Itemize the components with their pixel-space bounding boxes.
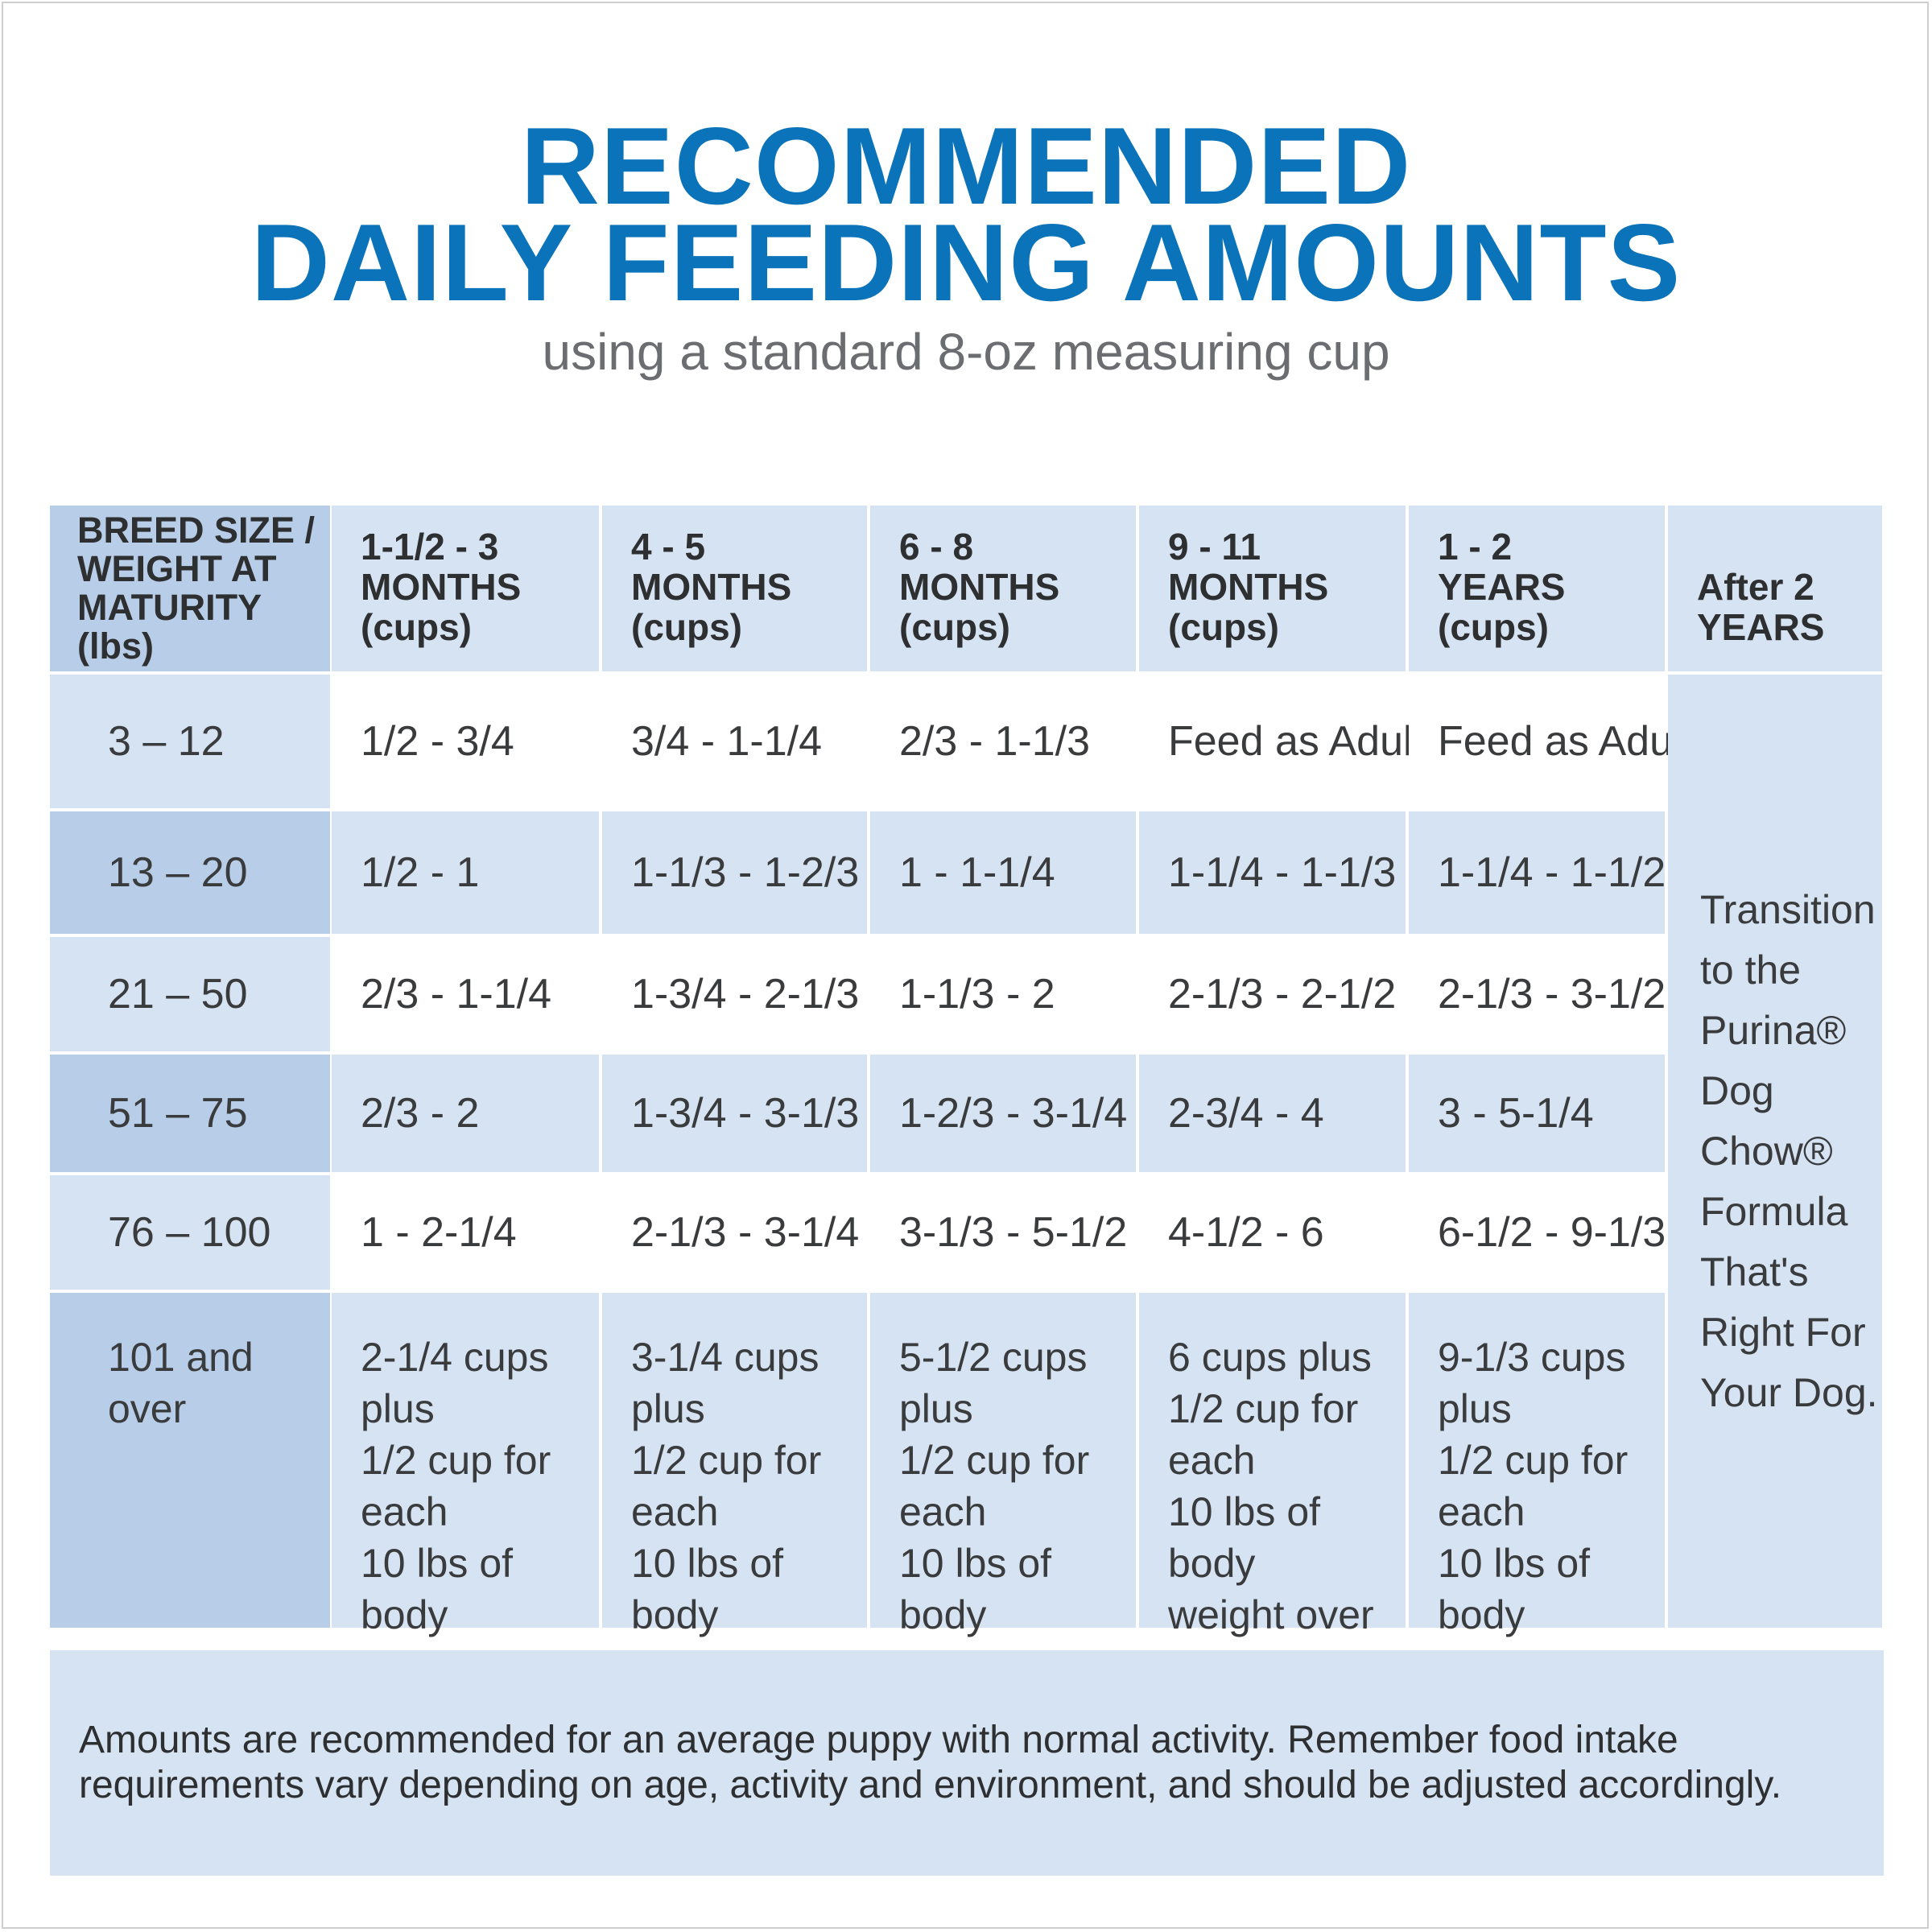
title-line-1: RECOMMENDED	[520, 105, 1412, 227]
table-cell-3-3: 1-2/3 - 3-1/4	[870, 1055, 1136, 1172]
table-cell-1-5: 1-1/4 - 1-1/2	[1409, 811, 1666, 934]
table-cell-1-4: 1-1/4 - 1-1/3	[1139, 811, 1406, 934]
column-header-3: 6 - 8 MONTHS (cups)	[870, 506, 1136, 671]
column-header-1: 1-1/2 - 3 MONTHS (cups)	[332, 506, 599, 671]
row-weight-4-0: 76 – 100	[50, 1175, 330, 1290]
row-weight-0-0: 3 – 12	[50, 675, 330, 808]
row-weight-2-0: 21 – 50	[50, 937, 330, 1051]
table-cell-5-5: 9-1/3 cups plus 1/2 cup for each 10 lbs …	[1409, 1293, 1665, 1740]
footnote: Amounts are recommended for an average p…	[50, 1650, 1884, 1876]
table-cell-2-4: 2-1/3 - 2-1/2	[1139, 937, 1406, 1051]
table-cell-4-5: 6-1/2 - 9-1/3	[1409, 1175, 1666, 1290]
table-cell-5-3: 5-1/2 cups plus 1/2 cup for each 10 lbs …	[870, 1293, 1136, 1740]
table-cell-0-4: Feed as Adult	[1139, 675, 1424, 808]
table-cell-3-5: 3 - 5-1/4	[1409, 1055, 1665, 1172]
table-cell-4-2: 2-1/3 - 3-1/4	[602, 1175, 867, 1290]
row-weight-5-0: 101 and over	[50, 1293, 330, 1628]
after-2-years-note: Transition to the Purina® Dog Chow® Form…	[1668, 675, 1882, 1628]
table-cell-1-2: 1-1/3 - 1-2/3	[602, 811, 867, 934]
table-cell-1-1: 1/2 - 1	[332, 811, 599, 934]
table-cell-2-1: 2/3 - 1-1/4	[332, 937, 599, 1051]
table-cell-0-1: 1/2 - 3/4	[332, 675, 599, 808]
row-weight-3-0: 51 – 75	[50, 1055, 330, 1172]
table-cell-0-3: 2/3 - 1-1/3	[870, 675, 1136, 808]
table-cell-5-2: 3-1/4 cups plus 1/2 cup for each 10 lbs …	[602, 1293, 867, 1740]
table-cell-5-1: 2-1/4 cups plus 1/2 cup for each 10 lbs …	[332, 1293, 599, 1740]
table-cell-4-4: 4-1/2 - 6	[1139, 1175, 1406, 1290]
table-cell-2-5: 2-1/3 - 3-1/2	[1409, 937, 1666, 1051]
table-cell-4-1: 1 - 2-1/4	[332, 1175, 599, 1290]
table-cell-1-3: 1 - 1-1/4	[870, 811, 1136, 934]
table-cell-2-2: 1-3/4 - 2-1/3	[602, 937, 867, 1051]
row-weight-1-0: 13 – 20	[50, 811, 330, 934]
subtitle: using a standard 8-oz measuring cup	[542, 323, 1390, 381]
table-cell-4-3: 3-1/3 - 5-1/2	[870, 1175, 1136, 1290]
table-cell-3-4: 2-3/4 - 4	[1139, 1055, 1406, 1172]
column-header-6: After 2 YEARS	[1668, 506, 1882, 671]
column-header-0: BREED SIZE / WEIGHT AT MATURITY (lbs)	[50, 506, 330, 671]
table-cell-2-3: 1-1/3 - 2	[870, 937, 1136, 1051]
table-cell-3-2: 1-3/4 - 3-1/3	[602, 1055, 867, 1172]
title-line-2: DAILY FEEDING AMOUNTS	[250, 201, 1682, 324]
column-header-4: 9 - 11 MONTHS (cups)	[1139, 506, 1406, 671]
column-header-5: 1 - 2 YEARS (cups)	[1409, 506, 1665, 671]
table-cell-5-4: 6 cups plus 1/2 cup for each 10 lbs of b…	[1139, 1293, 1406, 1689]
table-cell-0-2: 3/4 - 1-1/4	[602, 675, 867, 808]
table-cell-0-5: Feed as Adult	[1409, 675, 1694, 808]
table-cell-3-1: 2/3 - 2	[332, 1055, 599, 1172]
column-header-2: 4 - 5 MONTHS (cups)	[602, 506, 867, 671]
